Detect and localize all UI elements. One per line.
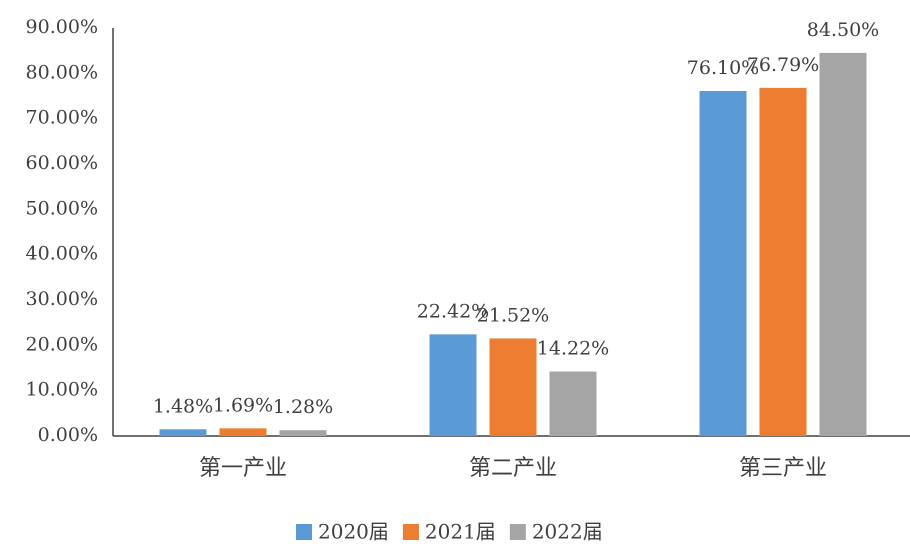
data-label: 76.10% bbox=[687, 57, 759, 79]
bar bbox=[489, 338, 537, 436]
legend-swatch bbox=[509, 524, 526, 540]
y-tick-label: 60.00% bbox=[26, 152, 98, 174]
x-tick-label: 第二产业 bbox=[469, 456, 557, 481]
y-tick-label: 20.00% bbox=[26, 333, 98, 355]
data-label: 14.22% bbox=[537, 338, 609, 360]
data-label: 84.50% bbox=[807, 19, 879, 41]
legend-label: 2020届 bbox=[318, 520, 389, 544]
bar bbox=[219, 428, 267, 436]
y-tick-label: 0.00% bbox=[38, 424, 98, 446]
data-label: 22.42% bbox=[417, 300, 489, 322]
y-tick-label: 70.00% bbox=[26, 107, 98, 129]
x-tick-label: 第一产业 bbox=[199, 456, 287, 481]
y-tick-label: 90.00% bbox=[26, 16, 98, 38]
y-tick-label: 30.00% bbox=[26, 288, 98, 310]
data-label: 76.79% bbox=[747, 54, 819, 76]
legend-swatch bbox=[296, 524, 312, 540]
data-label: 21.52% bbox=[477, 304, 549, 326]
bar bbox=[159, 429, 207, 436]
data-label: 1.69% bbox=[213, 394, 273, 416]
y-tick-label: 80.00% bbox=[26, 61, 98, 83]
x-tick-label: 第三产业 bbox=[739, 456, 827, 481]
bar bbox=[759, 87, 807, 437]
bar bbox=[279, 430, 327, 436]
bar bbox=[429, 334, 477, 436]
bar bbox=[699, 91, 747, 436]
y-tick-label: 50.00% bbox=[26, 197, 98, 219]
legend-label: 2022届 bbox=[532, 520, 603, 544]
y-tick-label: 40.00% bbox=[26, 243, 98, 265]
data-label: 1.48% bbox=[153, 395, 213, 417]
legend-label: 2021届 bbox=[425, 520, 496, 544]
legend-swatch bbox=[402, 524, 419, 540]
y-tick-label: 10.00% bbox=[26, 379, 98, 401]
data-label: 1.28% bbox=[273, 396, 333, 418]
bar bbox=[819, 52, 867, 436]
bar bbox=[549, 371, 597, 436]
